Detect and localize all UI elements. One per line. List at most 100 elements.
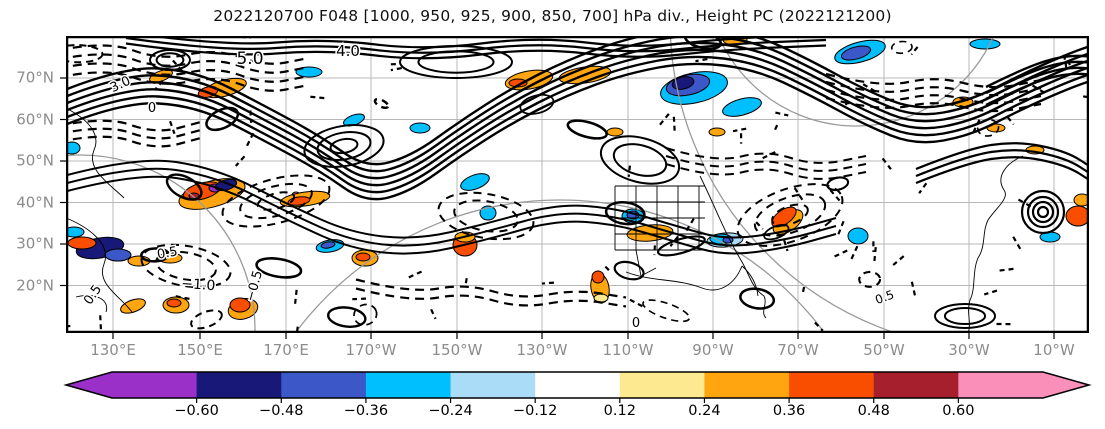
dash-fragment bbox=[295, 326, 299, 333]
lon-tick-label: 150°E bbox=[177, 341, 223, 359]
solid-contour bbox=[915, 149, 1089, 178]
colorbar-outline bbox=[63, 371, 1092, 399]
dash-fragment bbox=[983, 289, 998, 296]
dash-fragment bbox=[971, 119, 981, 135]
colorbar-segment bbox=[281, 372, 367, 398]
dash-fragment bbox=[672, 116, 676, 134]
colorbar-segment bbox=[450, 372, 536, 398]
colorbar-tick-label: −0.48 bbox=[259, 403, 304, 419]
lat-tick-label: 50°N bbox=[16, 151, 54, 170]
range-ring-arc bbox=[717, 36, 995, 127]
dash-fragment bbox=[464, 278, 468, 288]
dash-fragment bbox=[732, 127, 747, 133]
shaded-anomaly-blob bbox=[66, 141, 81, 155]
contour-ring bbox=[155, 52, 185, 68]
lon-tick-label: 50°W bbox=[863, 341, 905, 359]
small-contour-loop bbox=[519, 93, 555, 115]
dash-fragment bbox=[669, 235, 679, 247]
lon-tick-label: 170°E bbox=[263, 341, 309, 359]
dashed-contour bbox=[665, 147, 867, 164]
colorbar-over-arrow bbox=[1043, 372, 1089, 398]
dashed-contour bbox=[825, 80, 1042, 97]
lon-tick-label: 170°W bbox=[345, 341, 397, 359]
shaded-anomaly-blob bbox=[166, 298, 182, 308]
dash-fragment bbox=[1067, 60, 1073, 70]
dash-fragment bbox=[653, 245, 656, 256]
dash-fragment bbox=[390, 66, 402, 72]
contour-value-label: 5.0 bbox=[236, 49, 263, 69]
shaded-anomaly-blob bbox=[320, 241, 336, 249]
dashed-contour-ring bbox=[753, 193, 827, 237]
small-contour-loop bbox=[826, 176, 850, 192]
dash-fragment bbox=[1063, 54, 1068, 71]
dash-fragment bbox=[154, 80, 164, 90]
contour-value-label: 0.5 bbox=[156, 244, 179, 262]
coastline-path bbox=[699, 175, 767, 319]
dashed-contour-ring bbox=[736, 183, 844, 247]
bullseye-contour bbox=[1031, 200, 1055, 224]
colorbar-segment bbox=[704, 372, 790, 398]
solid-contour bbox=[125, 42, 827, 60]
shaded-anomaly-blob bbox=[104, 248, 132, 262]
contour-labels: 5.0 4.03.000.5−1.0 −0.50.5 0.50 bbox=[80, 41, 898, 333]
coastline-path bbox=[66, 217, 133, 313]
small-dashed-loop bbox=[858, 270, 882, 288]
lon-tick-label: 10°W bbox=[1033, 341, 1075, 359]
small-contour-loop bbox=[763, 224, 790, 241]
lon-tick-label: 130°W bbox=[516, 341, 568, 359]
solid-contour bbox=[66, 48, 1089, 187]
dash-fragment bbox=[245, 132, 255, 148]
shaded-anomaly-blob bbox=[120, 298, 146, 314]
small-contour-loop bbox=[566, 119, 608, 140]
dash-fragment bbox=[873, 246, 877, 264]
shaded-anomaly-blob bbox=[840, 45, 872, 61]
bullseye-contour bbox=[1026, 195, 1060, 229]
dash-fragment bbox=[831, 249, 848, 259]
dash-fragment bbox=[1031, 84, 1045, 94]
colorbar-segment bbox=[958, 372, 1044, 398]
dashed-contour-ring bbox=[256, 191, 296, 211]
dash-fragment bbox=[849, 245, 859, 262]
dashed-contour bbox=[355, 278, 627, 299]
contour-value-label: 0.5 bbox=[81, 282, 105, 308]
lat-tick-label: 70°N bbox=[16, 68, 54, 87]
small-contour-loop bbox=[165, 173, 203, 201]
dash-fragment bbox=[604, 265, 613, 274]
small-dashed-loop bbox=[66, 44, 104, 64]
dashed-contour bbox=[66, 119, 202, 132]
contour-lines bbox=[66, 36, 1089, 333]
solid-contour bbox=[915, 156, 1089, 185]
contour-ring bbox=[316, 131, 372, 161]
small-dashed-loop bbox=[890, 40, 913, 55]
colorbar-tick-label: 0.24 bbox=[688, 403, 721, 419]
shaded-anomaly-blob bbox=[66, 226, 85, 238]
colorbar-segment bbox=[365, 372, 452, 398]
solid-contour bbox=[143, 36, 817, 49]
dashed-contour bbox=[66, 135, 202, 148]
dash-fragment bbox=[175, 295, 194, 301]
colorbar-segment bbox=[112, 372, 198, 398]
dash-fragment bbox=[627, 165, 632, 178]
dash-fragment bbox=[836, 220, 845, 236]
small-dashed-loop bbox=[373, 97, 390, 110]
contour-ring bbox=[612, 143, 668, 177]
lon-tick-label: 130°E bbox=[90, 341, 136, 359]
lon-tick-label: 30°W bbox=[948, 341, 990, 359]
contour-ring bbox=[149, 49, 191, 71]
contour-ring bbox=[303, 124, 385, 168]
solid-contour bbox=[985, 66, 1089, 101]
dash-fragment bbox=[881, 157, 892, 170]
colorbar-tick-label: 0.36 bbox=[772, 403, 806, 419]
solid-contour bbox=[915, 142, 1089, 171]
solid-contour bbox=[66, 175, 837, 255]
dash-fragment bbox=[249, 110, 253, 123]
lat-tick-label: 30°N bbox=[16, 234, 54, 253]
small-contour-loop bbox=[613, 260, 645, 281]
contour-ring bbox=[329, 137, 359, 155]
dashed-contour bbox=[825, 96, 1042, 113]
dashed-contour bbox=[66, 127, 202, 140]
dash-fragment bbox=[1017, 198, 1032, 208]
small-dashed-loop bbox=[190, 309, 223, 330]
dash-fragment bbox=[783, 240, 789, 252]
range-ring-arc bbox=[66, 154, 256, 333]
